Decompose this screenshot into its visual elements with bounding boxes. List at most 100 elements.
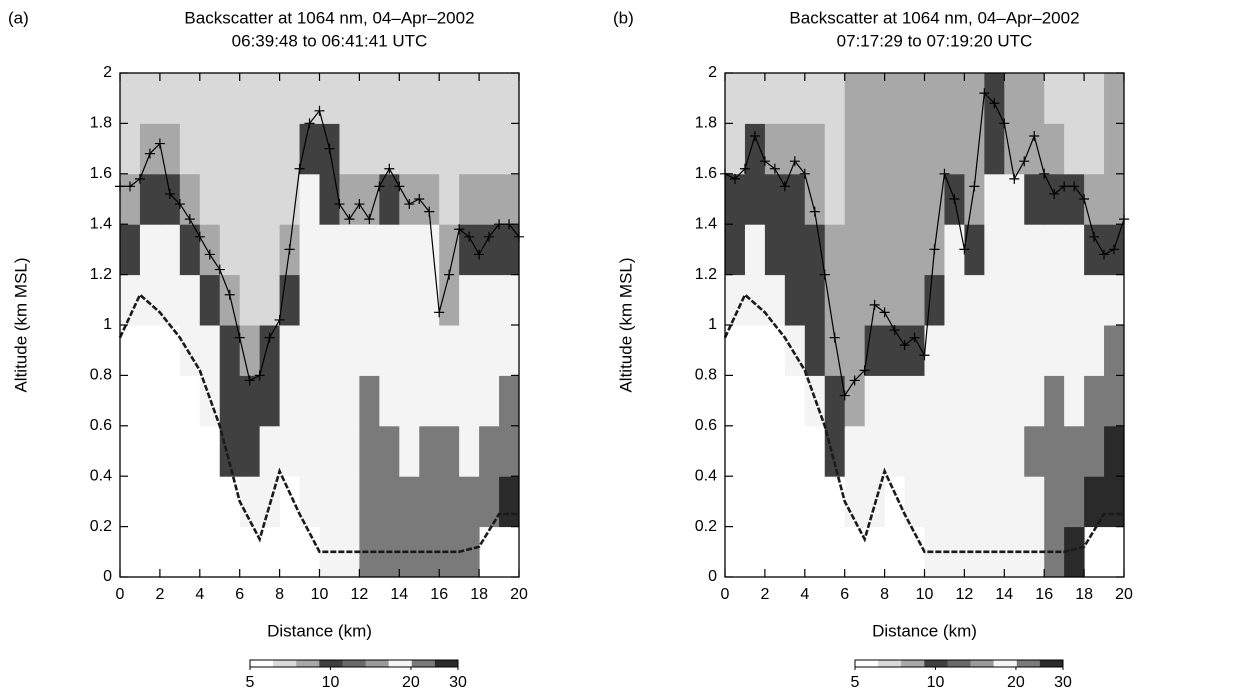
plus-marker <box>819 269 830 280</box>
heatmap-cell <box>299 476 320 528</box>
heatmap-cell <box>159 173 181 225</box>
colorbar-tick-label: 10 <box>322 674 340 691</box>
y-tick-label: 0.6 <box>695 417 717 434</box>
heatmap-cell <box>1104 325 1125 376</box>
heatmap-cell <box>904 274 925 326</box>
heatmap-cell <box>499 425 520 477</box>
heatmap-cell <box>964 425 985 477</box>
heatmap-cell <box>964 375 985 427</box>
heatmap-cell <box>1104 274 1125 326</box>
plus-marker <box>404 199 415 210</box>
heatmap-cell <box>239 73 261 124</box>
plus-marker <box>274 314 285 325</box>
heatmap-cell <box>884 425 906 477</box>
plus-marker <box>929 244 940 255</box>
plus-marker <box>374 181 385 192</box>
heatmap-cell <box>219 173 241 225</box>
heatmap-cell <box>459 375 480 427</box>
heatmap-cell <box>319 173 340 225</box>
x-tick-label: 12 <box>351 586 369 603</box>
y-tick-label: 1.6 <box>695 165 717 182</box>
plus-marker <box>434 307 445 318</box>
heatmap-cell <box>1004 526 1025 578</box>
heatmap-cell <box>379 224 400 276</box>
heatmap-cell <box>439 526 460 578</box>
heatmap-cell <box>239 173 261 225</box>
plus-marker <box>304 118 315 129</box>
heatmap-cell <box>299 274 320 326</box>
heatmap-cell <box>1004 476 1025 528</box>
chart-subtitle: 07:17:29 to 07:19:20 UTC <box>837 31 1033 50</box>
heatmap-cell <box>964 123 985 175</box>
heatmap-cell <box>399 476 420 528</box>
plus-marker <box>1109 244 1120 255</box>
plus-marker <box>859 365 870 376</box>
colorbar-swatch <box>365 660 389 667</box>
heatmap-cell <box>1064 325 1085 376</box>
heatmap-cell <box>439 476 460 528</box>
heatmap-cell <box>884 123 906 175</box>
heatmap-cell <box>1104 375 1125 427</box>
heatmap-cell <box>439 274 460 326</box>
plus-marker <box>989 98 1000 109</box>
heatmap-cell <box>844 224 866 276</box>
heatmap-cell <box>904 375 925 427</box>
heatmap-cell <box>199 173 221 225</box>
heatmap-cell <box>439 73 460 124</box>
heatmap-cell <box>844 425 866 477</box>
heatmap-cell <box>479 173 500 225</box>
heatmap-cell <box>1004 425 1025 477</box>
heatmap-cell <box>1004 274 1025 326</box>
heatmap-cell <box>844 73 866 124</box>
x-tick-label: 2 <box>155 586 164 603</box>
x-tick-label: 20 <box>510 586 528 603</box>
colorbar-swatch <box>273 660 297 667</box>
heatmap-cell <box>239 375 261 427</box>
heatmap-cell <box>824 425 846 477</box>
plus-marker <box>424 206 435 217</box>
y-tick-label: 1.2 <box>695 266 717 283</box>
heatmap-cell <box>120 274 141 326</box>
heatmap-cell <box>1084 375 1105 427</box>
heatmap-cell <box>279 73 301 124</box>
plus-marker <box>909 332 920 343</box>
heatmap-cell <box>459 73 480 124</box>
heatmap-cell <box>239 425 261 477</box>
heatmap-cell <box>159 123 181 175</box>
x-tick-label: 18 <box>470 586 488 603</box>
heatmap-cell <box>259 173 281 225</box>
heatmap-cell <box>339 224 360 276</box>
heatmap-cell <box>259 123 281 175</box>
colorbar-tick-label: 20 <box>402 674 420 691</box>
x-tick-label: 10 <box>311 586 329 603</box>
heatmap-cell <box>219 224 241 276</box>
heatmap-cell <box>964 274 985 326</box>
heatmap-cell <box>884 73 906 124</box>
heatmap-cell <box>120 224 141 276</box>
heatmap-cell <box>419 375 440 427</box>
heatmap-cell <box>199 274 221 326</box>
heatmap-cell <box>219 274 241 326</box>
colorbar-swatch <box>1039 660 1064 667</box>
heatmap-cell <box>319 274 340 326</box>
plus-marker <box>1069 181 1080 192</box>
heatmap-cell <box>944 476 965 528</box>
heatmap-cell <box>139 173 161 225</box>
heatmap-cell <box>379 123 400 175</box>
plus-marker <box>234 332 245 343</box>
heatmap-cell <box>299 224 320 276</box>
heatmap-cell <box>1004 173 1025 225</box>
heatmap-cell <box>359 325 380 376</box>
heatmap-cell <box>459 274 480 326</box>
heatmap-cell <box>984 425 1005 477</box>
x-tick-label: 8 <box>275 586 284 603</box>
heatmap-cell <box>784 173 806 225</box>
colorbar-frame <box>854 659 1064 668</box>
x-tick-label: 4 <box>195 586 204 603</box>
y-axis-label: Altitude (km MSL) <box>616 257 635 392</box>
x-tick-label: 16 <box>1035 586 1053 603</box>
plus-marker <box>829 332 840 343</box>
plus-marker <box>344 214 355 225</box>
heatmap-cell <box>419 325 440 376</box>
heatmap-cell <box>399 526 420 578</box>
